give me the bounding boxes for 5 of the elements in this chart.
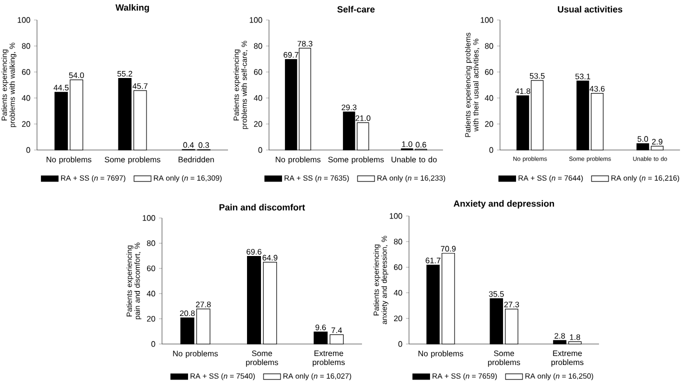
chart-title: Walking <box>115 4 149 13</box>
chart-title: Usual activities <box>558 6 622 13</box>
chart-title: Self-care <box>337 6 375 13</box>
chart-title: Pain and discomfort <box>220 204 305 211</box>
chart-title: Anxiety and depression <box>454 200 554 208</box>
